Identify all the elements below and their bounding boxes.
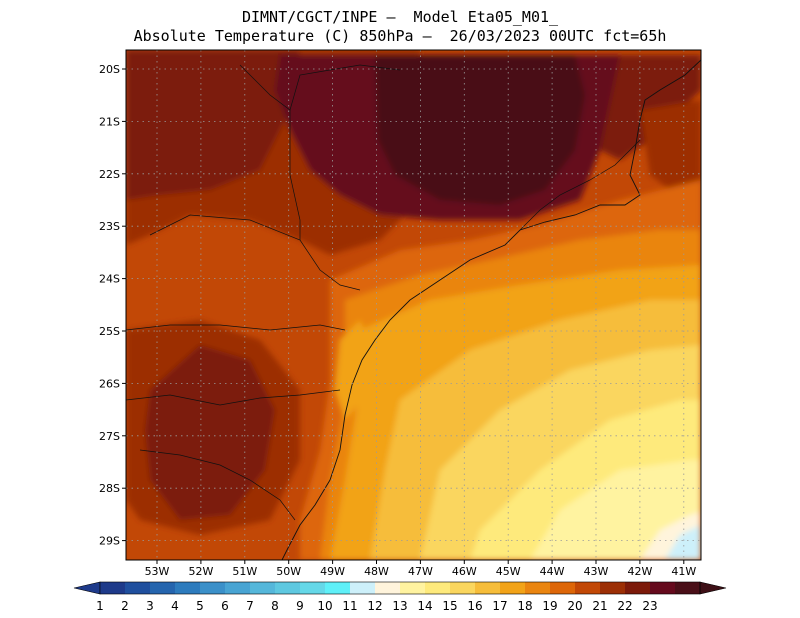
lon-tick-label: 52W xyxy=(188,565,213,578)
lon-tick-label: 45W xyxy=(496,565,521,578)
lon-tick-label: 48W xyxy=(364,565,389,578)
colorbar-label: 7 xyxy=(246,599,254,613)
colorbar-swatch xyxy=(650,582,676,594)
colorbar-swatch xyxy=(675,582,701,594)
lon-tick-label: 53W xyxy=(145,565,170,578)
colorbar-label: 4 xyxy=(171,599,179,613)
field-north-23 xyxy=(375,55,585,205)
colorbar-label: 13 xyxy=(392,599,407,613)
colorbar-swatch xyxy=(175,582,201,594)
colorbar-label: 16 xyxy=(467,599,482,613)
colorbar-label: 10 xyxy=(317,599,332,613)
colorbar-label: 14 xyxy=(417,599,432,613)
lon-tick-label: 50W xyxy=(276,565,301,578)
field-ocean-11 xyxy=(665,525,701,560)
colorbar-label: 1 xyxy=(96,599,104,613)
lat-tick-label: 28S xyxy=(99,482,120,495)
lon-tick-label: 44W xyxy=(540,565,565,578)
field-ne-21 xyxy=(600,55,701,160)
lon-tick-label: 47W xyxy=(408,565,433,578)
colorbar-swatch xyxy=(125,582,151,594)
colorbar-label: 21 xyxy=(592,599,607,613)
lat-tick-label: 22S xyxy=(99,168,120,181)
lat-tick-label: 24S xyxy=(99,273,120,286)
colorbar-label: 9 xyxy=(296,599,304,613)
colorbar-swatch xyxy=(250,582,276,594)
colorbar-swatch xyxy=(200,582,226,594)
colorbar-swatch xyxy=(625,582,651,594)
title-line-1: DIMNT/CGCT/INPE – Model Eta05_M01_ xyxy=(241,8,559,26)
lat-tick-label: 26S xyxy=(99,377,120,390)
title-line-2: Absolute Temperature (C) 850hPa – 26/03/… xyxy=(133,27,667,45)
colorbar-label: 3 xyxy=(146,599,154,613)
lon-tick-label: 41W xyxy=(671,565,696,578)
temperature-map xyxy=(126,50,701,560)
field-coast-warm-spot xyxy=(335,320,372,420)
lat-tick-label: 29S xyxy=(99,535,120,548)
colorbar-swatch xyxy=(450,582,476,594)
lon-tick-label: 43W xyxy=(584,565,609,578)
colorbar-label: 18 xyxy=(517,599,532,613)
colorbar-label: 19 xyxy=(542,599,557,613)
lon-tick-label: 51W xyxy=(232,565,257,578)
colorbar-swatch xyxy=(525,582,551,594)
colorbar-swatch xyxy=(350,582,376,594)
lat-tick-label: 23S xyxy=(99,220,120,233)
colorbar-swatch xyxy=(150,582,176,594)
field-east-20 xyxy=(640,100,701,200)
graticule xyxy=(126,50,701,560)
colorbar-label: 6 xyxy=(221,599,229,613)
colorbar-swatch xyxy=(550,582,576,594)
colorbar-swatch xyxy=(100,582,126,594)
colorbar-swatch xyxy=(575,582,601,594)
colorbar-label: 20 xyxy=(567,599,582,613)
colorbar-left-arrow xyxy=(73,581,101,595)
colorbar-label: 8 xyxy=(271,599,279,613)
colorbar-swatch xyxy=(325,582,351,594)
colorbar-label: 12 xyxy=(367,599,382,613)
colorbar-label: 5 xyxy=(196,599,204,613)
lon-tick-label: 42W xyxy=(627,565,652,578)
colorbar-label: 11 xyxy=(342,599,357,613)
colorbar-label: 2 xyxy=(121,599,129,613)
colorbar-swatch xyxy=(500,582,526,594)
longitude-axis: 53W 52W 51W 50W 49W 48W 47W 46W 45W 44W 43W 42W 41W xyxy=(145,560,696,578)
colorbar-label: 22 xyxy=(617,599,632,613)
lat-tick-label: 21S xyxy=(99,115,120,128)
colorbar-swatch xyxy=(475,582,501,594)
map-frame xyxy=(125,49,702,561)
colorbar-swatch xyxy=(400,582,426,594)
colorbar-right-arrow xyxy=(699,581,727,595)
lat-tick-label: 27S xyxy=(99,430,120,443)
colorbar-swatch xyxy=(425,582,451,594)
colorbar-swatch xyxy=(600,582,626,594)
lon-tick-label: 49W xyxy=(320,565,345,578)
lon-tick-label: 46W xyxy=(452,565,477,578)
field-west-core xyxy=(126,50,300,200)
colorbar-outline xyxy=(99,581,701,595)
latitude-axis: 20S 21S 22S 23S 24S 25S 26S 27S 28S 29S xyxy=(99,63,126,548)
lat-tick-label: 25S xyxy=(99,325,120,338)
colorbar-label: 15 xyxy=(442,599,457,613)
colorbar: 1 2 3 4 5 6 7 8 9 10 11 12 13 14 15 16 17 18 19 20 21 22 23 xyxy=(73,581,727,613)
state-borders xyxy=(126,64,641,521)
colorbar-label: 17 xyxy=(492,599,507,613)
colorbar-label: 23 xyxy=(642,599,657,613)
colorbar-swatch xyxy=(275,582,301,594)
colorbar-swatch xyxy=(375,582,401,594)
lat-tick-label: 20S xyxy=(99,63,120,76)
colorbar-swatch xyxy=(225,582,251,594)
colorbar-swatch xyxy=(300,582,326,594)
coastline xyxy=(281,59,701,560)
